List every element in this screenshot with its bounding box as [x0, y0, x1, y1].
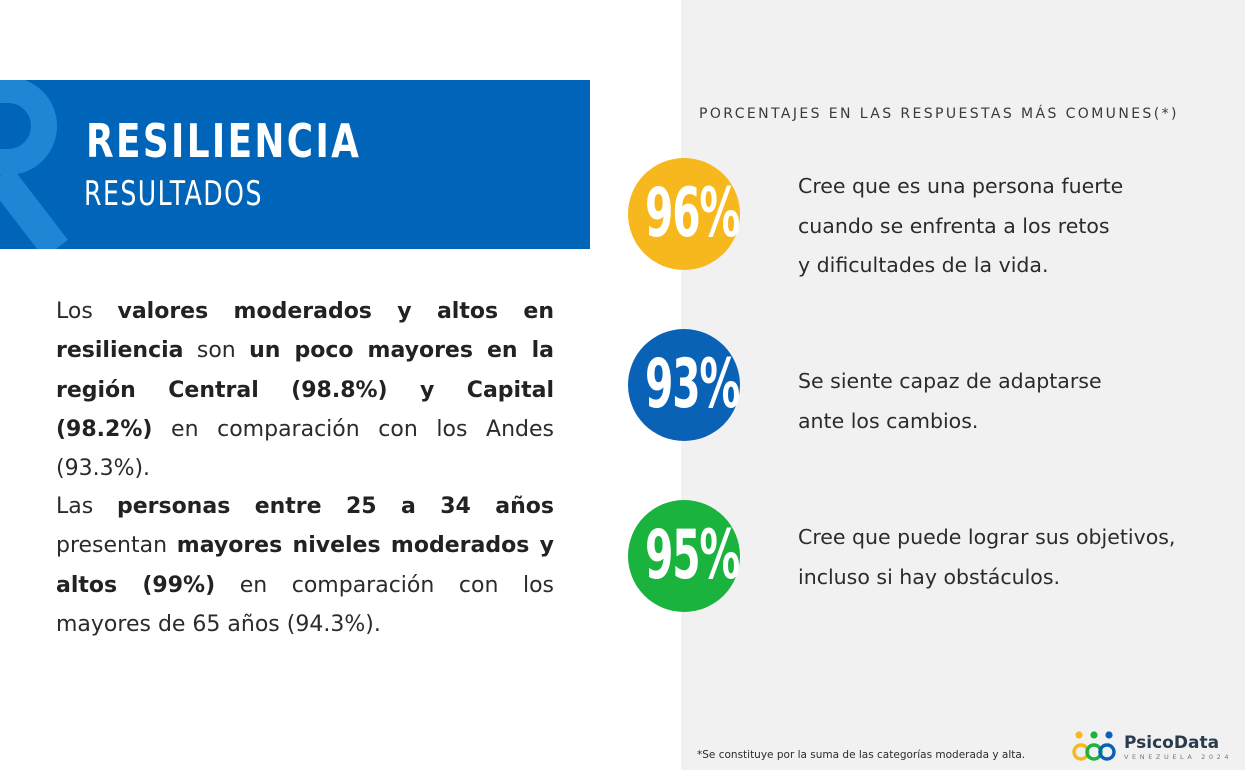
stat-value: 95% — [645, 516, 740, 595]
section-label: PORCENTAJES EN LAS RESPUESTAS MÁS COMUNE… — [699, 106, 1179, 122]
header-banner — [0, 80, 590, 249]
logo-subtitle: VENEZUELA 2024 — [1124, 753, 1233, 761]
stat-circle-green — [628, 500, 740, 612]
stat-value: 96% — [645, 174, 740, 253]
paragraph-age: Las personas entre 25 a 34 años presenta… — [56, 494, 554, 637]
stat-description: Cree que es una persona fuerte cuando se… — [798, 174, 1124, 277]
page-title: RESILIENCIA — [86, 114, 362, 168]
page-subtitle: RESULTADOS — [84, 174, 263, 214]
stat-circle-yellow — [628, 158, 740, 270]
footnote: *Se constituye por la suma de las catego… — [697, 749, 1026, 761]
logo-name: PsicoData — [1124, 733, 1220, 753]
banner-decoration — [0, 80, 68, 249]
stat-value: 93% — [645, 345, 740, 424]
right-panel — [681, 0, 1245, 770]
psicodata-logo: PsicoData VENEZUELA 2024 — [1072, 730, 1237, 766]
stat-description: Cree que puede lograr sus objetivos, inc… — [798, 525, 1176, 589]
people-group-icon — [1072, 731, 1116, 761]
stat-circle-blue — [628, 329, 740, 441]
paragraph-region: Los valores moderados y altos en resilie… — [56, 299, 554, 482]
stat-description: Se siente capaz de adaptarse ante los ca… — [798, 369, 1102, 433]
